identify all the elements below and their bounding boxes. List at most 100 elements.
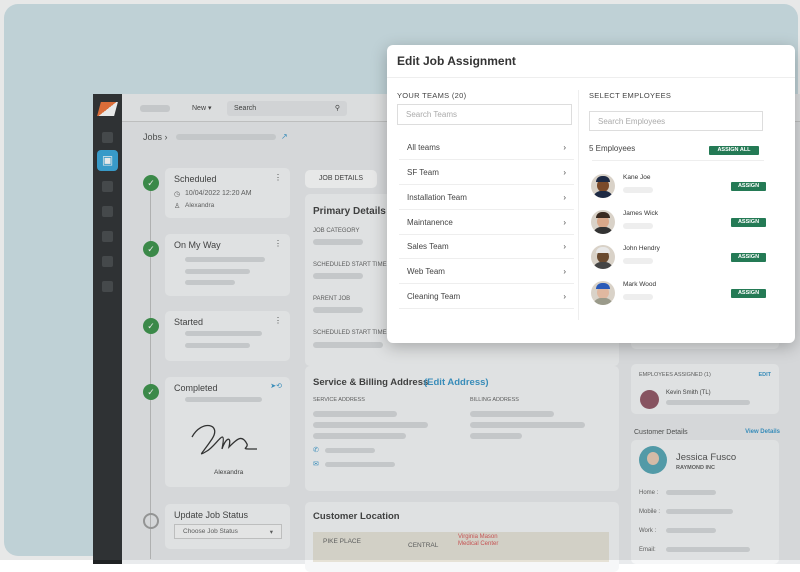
avatar bbox=[640, 390, 659, 409]
divider bbox=[578, 90, 579, 320]
signature-image bbox=[191, 424, 258, 455]
nav-item[interactable] bbox=[102, 256, 113, 267]
edit-job-assignment-modal: Edit Job Assignment YOUR TEAMS (20) Sear… bbox=[387, 45, 795, 343]
placeholder bbox=[185, 257, 265, 262]
timeline-card-scheduled: Scheduled ⋮ ◷ 10/04/2022 12:20 AM ♙ Alex… bbox=[165, 168, 290, 218]
nav-item[interactable] bbox=[102, 206, 113, 217]
team-item[interactable]: Cleaning Team › bbox=[399, 285, 574, 309]
team-item[interactable]: Web Team › bbox=[399, 260, 574, 284]
new-button[interactable]: New ▾ bbox=[192, 105, 212, 112]
team-item[interactable]: SF Team › bbox=[399, 161, 574, 185]
assign-all-button[interactable]: ASSIGN ALL bbox=[709, 146, 759, 155]
search-input[interactable]: Search ⚲ bbox=[227, 101, 347, 116]
placeholder bbox=[140, 105, 170, 112]
assign-button[interactable]: ASSIGN bbox=[731, 218, 766, 227]
assign-button[interactable]: ASSIGN bbox=[731, 253, 766, 262]
card-datetime: 10/04/2022 12:20 AM bbox=[185, 190, 252, 197]
edit-employees-link[interactable]: EDIT bbox=[758, 372, 771, 378]
breadcrumb-placeholder bbox=[176, 134, 276, 140]
team-item[interactable]: All teams › bbox=[399, 136, 574, 160]
placeholder bbox=[313, 342, 383, 348]
nav-item[interactable] bbox=[102, 132, 113, 143]
more-icon[interactable]: ⋮ bbox=[274, 239, 282, 248]
placeholder bbox=[325, 448, 375, 453]
placeholder bbox=[185, 343, 250, 348]
edit-address-link[interactable]: (Edit Address) bbox=[424, 377, 489, 388]
divider bbox=[592, 160, 764, 161]
employee-name: James Wick bbox=[623, 210, 659, 217]
employee-name: Mark Wood bbox=[623, 281, 657, 288]
field-label: Mobile : bbox=[639, 509, 661, 515]
placeholder bbox=[470, 422, 585, 428]
pending-status-icon bbox=[143, 513, 159, 529]
chevron-down-icon: ▾ bbox=[269, 529, 273, 536]
more-icon[interactable]: ⋮ bbox=[274, 173, 282, 182]
team-label: All teams bbox=[407, 143, 440, 152]
team-item[interactable]: Installation Team › bbox=[399, 186, 574, 210]
placeholder bbox=[623, 258, 653, 264]
external-link-icon[interactable]: ↗ bbox=[281, 132, 288, 141]
breadcrumb-jobs[interactable]: Jobs bbox=[143, 132, 163, 142]
search-employees-input[interactable]: Search Employees bbox=[589, 111, 763, 131]
field-label: Work : bbox=[639, 528, 657, 534]
placeholder bbox=[313, 411, 397, 417]
email-icon: ✉ bbox=[313, 461, 319, 468]
team-item[interactable]: Sales Team › bbox=[399, 235, 574, 259]
employee-row: John Hendry ASSIGN bbox=[587, 241, 777, 275]
team-label: Web Team bbox=[407, 267, 445, 276]
team-label: SF Team bbox=[407, 168, 439, 177]
check-icon: ✓ bbox=[143, 384, 159, 400]
sidebar: ▣ bbox=[93, 94, 122, 564]
customer-location-card: Customer Location PIKE PLACE CENTRAL Vir… bbox=[305, 502, 619, 572]
employees-header: SELECT EMPLOYEES bbox=[589, 91, 672, 100]
tab-job-details[interactable]: JOB DETAILS bbox=[305, 170, 377, 188]
select-value: Choose Job Status bbox=[183, 528, 238, 535]
nav-item[interactable] bbox=[102, 281, 113, 292]
customer-name: Jessica Fusco bbox=[676, 452, 737, 463]
placeholder bbox=[666, 528, 716, 533]
signature-name: Alexandra bbox=[214, 469, 244, 476]
avatar bbox=[591, 281, 615, 305]
field-label: SERVICE ADDRESS bbox=[313, 397, 365, 403]
section-title: Primary Details bbox=[313, 206, 386, 217]
timeline-card-on-my-way: On My Way ⋮ bbox=[165, 234, 290, 296]
team-label: Maintanence bbox=[407, 218, 453, 227]
section-title: Service & Billing Address bbox=[313, 377, 429, 388]
location-undo-icons[interactable]: ➤⟲ bbox=[270, 383, 282, 390]
assign-button[interactable]: ASSIGN bbox=[731, 182, 766, 191]
nav-item[interactable] bbox=[102, 231, 113, 242]
assign-button[interactable]: ASSIGN bbox=[731, 289, 766, 298]
more-icon[interactable]: ⋮ bbox=[274, 316, 282, 325]
logo bbox=[97, 102, 118, 116]
card-title: Update Job Status bbox=[174, 510, 249, 520]
field-label: Home : bbox=[639, 490, 659, 496]
nav-item[interactable] bbox=[102, 181, 113, 192]
card-title: Scheduled bbox=[174, 174, 217, 184]
employees-count: 5 Employees bbox=[589, 144, 636, 153]
timeline-card-started: Started ⋮ bbox=[165, 311, 290, 361]
placeholder bbox=[666, 547, 750, 552]
team-label: Sales Team bbox=[407, 242, 449, 251]
team-item[interactable]: Maintanence › bbox=[399, 211, 574, 235]
nav-item-jobs-briefcase-icon[interactable]: ▣ bbox=[97, 150, 118, 171]
section-title: Customer Location bbox=[313, 511, 400, 522]
customer-company: RAYMOND INC bbox=[676, 465, 715, 471]
search-teams-input[interactable]: Search Teams bbox=[397, 104, 572, 125]
map-label: CENTRAL bbox=[408, 542, 439, 549]
search-placeholder: Search bbox=[234, 105, 257, 112]
team-label: Installation Team bbox=[407, 193, 467, 202]
address-card: Service & Billing Address (Edit Address)… bbox=[305, 366, 619, 491]
view-details-link[interactable]: View Details bbox=[745, 429, 780, 435]
user-icon: ♙ bbox=[174, 203, 181, 210]
card-title: On My Way bbox=[174, 240, 221, 250]
placeholder bbox=[313, 239, 363, 245]
placeholder bbox=[185, 397, 262, 402]
map[interactable]: PIKE PLACE CENTRAL Virginia Mason Medica… bbox=[313, 532, 609, 562]
chevron-right-icon: › bbox=[563, 267, 566, 276]
job-status-select[interactable]: Choose Job Status ▾ bbox=[174, 524, 282, 539]
update-job-status-card: Update Job Status Choose Job Status ▾ bbox=[165, 504, 290, 549]
field-label: Email: bbox=[639, 547, 656, 553]
modal-title: Edit Job Assignment bbox=[397, 54, 516, 68]
field-label: SCHEDULED START TIME bbox=[313, 262, 387, 268]
card-user: Alexandra bbox=[185, 202, 215, 209]
